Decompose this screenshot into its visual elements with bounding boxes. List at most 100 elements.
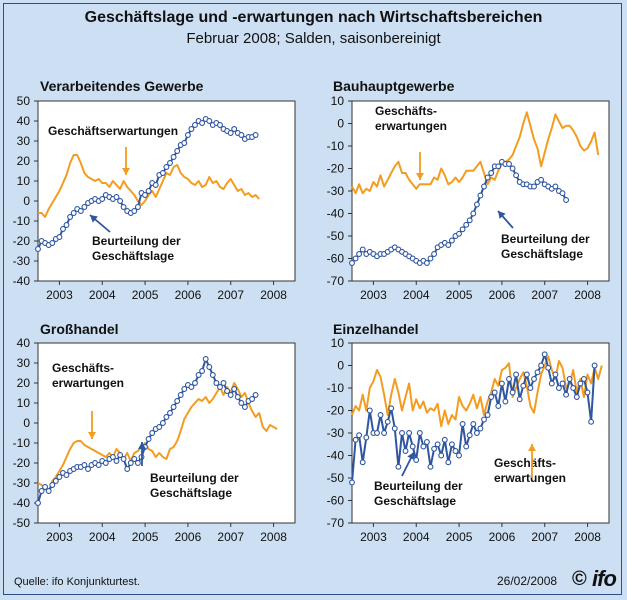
data-point [391, 425, 398, 432]
annotation-label: Geschäfts-erwartungen [52, 361, 124, 390]
annotation-label: Geschäfts-erwartungen [494, 456, 566, 485]
data-point [113, 194, 120, 200]
y-tick-label: 0 [337, 359, 344, 373]
y-tick-label: 40 [17, 336, 31, 350]
series-line-geschaeftserwartungen [351, 111, 600, 195]
annotation-text: Geschäfts- [494, 456, 556, 470]
data-point [231, 386, 238, 392]
annotation-arrowhead [122, 168, 130, 175]
data-point [481, 183, 487, 190]
data-point [377, 412, 384, 418]
page-subtitle: Februar 2008; Salden, saisonbereinigt [186, 30, 441, 47]
x-tick-label: 2007 [217, 288, 244, 302]
data-point [206, 364, 213, 370]
data-point [423, 260, 430, 266]
y-tick-label: 40 [17, 114, 31, 128]
data-point [63, 222, 70, 228]
data-point [473, 430, 480, 436]
data-point [577, 380, 584, 387]
data-point [448, 441, 455, 448]
x-tick-label: 2003 [46, 530, 73, 544]
data-point [363, 434, 370, 441]
data-point [555, 385, 562, 391]
data-point [124, 466, 131, 472]
annotation-text: Beurteilung der [501, 232, 590, 246]
data-point [552, 371, 559, 378]
data-point [117, 198, 124, 204]
data-point [134, 460, 141, 466]
data-point [163, 414, 170, 420]
annotation-text: Geschäftslage [374, 494, 456, 508]
data-point [213, 380, 220, 386]
data-point [209, 372, 216, 378]
y-tick-label: -70 [327, 516, 345, 530]
x-tick-label: 2005 [446, 530, 473, 544]
annotation-arrowhead [88, 432, 96, 439]
data-point [359, 246, 366, 253]
data-point [238, 132, 245, 138]
x-tick-label: 2004 [403, 530, 430, 544]
y-tick-label: -20 [327, 404, 345, 418]
annotation-arrowhead [528, 444, 536, 451]
data-point [399, 430, 405, 436]
ifo-logo: ifo [592, 566, 617, 591]
data-point [477, 192, 484, 199]
y-tick-label: 10 [331, 336, 345, 350]
y-tick-label: 0 [23, 194, 30, 208]
data-point [356, 432, 363, 439]
data-point [170, 404, 177, 410]
data-point [120, 456, 127, 462]
y-tick-label: -30 [13, 254, 31, 268]
y-tick-label: 10 [331, 94, 345, 108]
data-point [420, 443, 427, 450]
annotation-text: Beurteilung der [374, 479, 463, 493]
x-tick-label: 2005 [132, 530, 159, 544]
data-point [441, 436, 448, 443]
data-point [131, 208, 138, 214]
y-tick-label: -20 [327, 162, 345, 176]
data-point [188, 126, 195, 132]
data-point [470, 421, 477, 427]
data-point [174, 398, 181, 404]
data-point [448, 237, 455, 244]
y-tick-label: -40 [327, 449, 345, 463]
data-point [177, 392, 184, 398]
data-point [559, 380, 566, 387]
data-point [356, 251, 363, 257]
data-point [174, 148, 181, 154]
data-point [374, 430, 380, 436]
panel-title-grosshandel: Großhandel [40, 321, 119, 337]
data-point [491, 389, 498, 396]
x-tick-label: 2005 [132, 288, 159, 302]
data-point [217, 122, 223, 128]
data-point [167, 160, 173, 166]
data-point [538, 176, 545, 183]
data-point [438, 452, 445, 459]
annotation-arrowhead [498, 211, 506, 219]
data-point [81, 204, 88, 210]
data-point [484, 174, 491, 181]
y-tick-label: -50 [327, 471, 345, 485]
data-point [484, 412, 491, 418]
y-tick-label: -50 [13, 516, 31, 530]
data-point [188, 384, 195, 390]
data-point [466, 217, 473, 224]
data-point [145, 436, 152, 442]
y-tick-label: -60 [327, 494, 345, 508]
data-point [85, 466, 91, 472]
data-point [49, 240, 56, 246]
data-point [502, 398, 509, 405]
data-point [516, 396, 523, 403]
data-point [52, 478, 59, 484]
data-point [131, 456, 138, 462]
data-point [45, 488, 52, 494]
data-point [495, 163, 502, 170]
x-tick-label: 2007 [531, 530, 558, 544]
data-point [56, 234, 63, 240]
annotation-text: Geschäftserwartungen [48, 124, 178, 138]
data-point [366, 407, 373, 414]
data-point [498, 380, 505, 387]
data-point [488, 170, 495, 176]
data-point [167, 410, 173, 416]
